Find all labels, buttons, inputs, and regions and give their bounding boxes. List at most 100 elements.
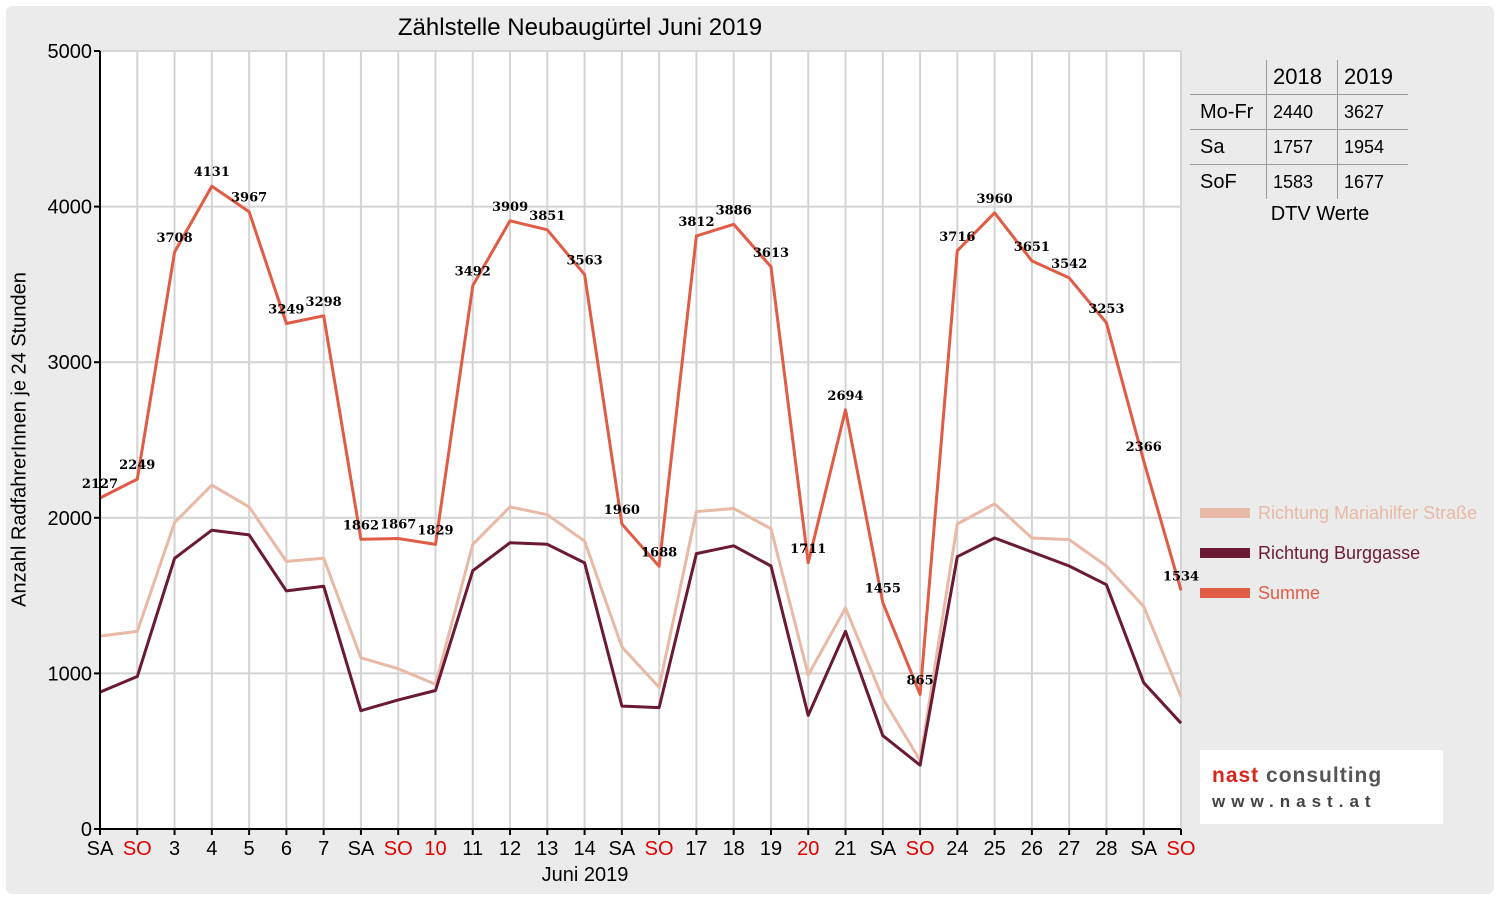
x-axis-ticks: SA SO 3 4 5 6 7 SA SO 10 11 12 13 14 SA SO 17 18 19 20 21 SA S… <box>87 829 1196 860</box>
legend-swatch <box>1200 548 1250 558</box>
x-axis-label: Juni 2019 <box>541 864 629 886</box>
x-tick-label: SA <box>869 838 896 860</box>
x-tick-label: 19 <box>760 838 782 860</box>
dtv-value-2018: 1583 <box>1266 164 1338 199</box>
data-label: 3298 <box>306 295 342 310</box>
y-tick-label: 2000 <box>48 508 93 530</box>
data-label: 2366 <box>1126 440 1162 455</box>
series-line-2 <box>99 184 1183 696</box>
data-labels: 2127224937084131396732493298186218671829… <box>82 165 1199 688</box>
x-tick-label: 7 <box>318 838 329 860</box>
dtv-value-2018: 2440 <box>1266 94 1338 130</box>
dtv-row-mofr: Mo-Fr 2440 3627 <box>1190 94 1408 130</box>
data-label: 3542 <box>1051 257 1087 272</box>
x-tick-label: 14 <box>573 838 595 860</box>
y-tick-label: 5000 <box>48 41 93 63</box>
data-label: 1867 <box>380 517 416 532</box>
x-tick-label: 11 <box>462 838 483 860</box>
dtv-row-label: SoF <box>1200 170 1237 193</box>
x-tick-label: SO <box>645 838 674 860</box>
y-axis-ticks: 0 1000 2000 3000 4000 5000 <box>48 41 100 841</box>
logo-nast: nast <box>1212 764 1260 787</box>
y-tick-label: 4000 <box>48 197 93 219</box>
legend-item-burggasse: Richtung Burggasse <box>1200 533 1477 573</box>
data-label: 3851 <box>529 209 565 224</box>
x-tick-label: 25 <box>983 838 1005 860</box>
x-tick-label: 3 <box>169 838 180 860</box>
x-tick-label: 28 <box>1095 838 1117 860</box>
nast-consulting-logo: nast consulting www.nast.at <box>1200 750 1443 824</box>
series-lines <box>99 184 1183 767</box>
dtv-caption: DTV Werte <box>1270 203 1370 225</box>
legend-swatch <box>1200 588 1250 598</box>
x-tick-label: 18 <box>723 838 745 860</box>
x-tick-label: 6 <box>281 838 292 860</box>
data-label: 1534 <box>1163 569 1199 584</box>
legend-label: Richtung Burggasse <box>1258 542 1421 563</box>
x-tick-label: 12 <box>499 838 521 860</box>
legend-label: Richtung Mariahilfer Straße <box>1258 502 1478 523</box>
data-label: 4131 <box>194 165 230 180</box>
legend-item-summe: Summe <box>1200 573 1477 613</box>
x-tick-label: 20 <box>797 838 819 860</box>
dtv-row-sa: Sa 1757 1954 <box>1190 129 1408 165</box>
dtv-year-2018: 2018 <box>1266 60 1338 95</box>
data-label: 2694 <box>827 389 863 404</box>
legend-swatch <box>1200 508 1250 518</box>
x-tick-label: 27 <box>1058 838 1080 860</box>
y-tick-label: 0 <box>81 819 92 841</box>
data-label: 1688 <box>641 545 677 560</box>
dtv-value-2019: 1954 <box>1337 129 1408 165</box>
x-tick-label: 26 <box>1021 838 1043 860</box>
data-label: 3812 <box>678 215 714 230</box>
x-tick-label: 5 <box>244 838 255 860</box>
x-tick-label: SA <box>1130 838 1157 860</box>
legend: Richtung Mariahilfer Straße Richtung Bur… <box>1200 493 1477 613</box>
dtv-year-2019: 2019 <box>1337 60 1408 95</box>
plot-area <box>100 51 1181 829</box>
dtv-row-label: Sa <box>1190 129 1267 165</box>
dtv-value-2018: 1757 <box>1266 129 1338 165</box>
dtv-value-2019: 1677 <box>1337 164 1408 199</box>
x-tick-label: 4 <box>206 838 217 860</box>
data-label: 3492 <box>455 265 491 280</box>
dtv-row-sof: SoF 1583 1677 <box>1190 164 1408 199</box>
data-label: 2249 <box>119 458 155 473</box>
data-label: 3886 <box>716 203 752 218</box>
x-tick-label: 13 <box>536 838 558 860</box>
data-label: 3651 <box>1014 240 1050 255</box>
y-tick-label: 3000 <box>48 352 93 374</box>
data-label: 3909 <box>492 200 528 215</box>
x-tick-label: SA <box>609 838 636 860</box>
x-tick-label: SA <box>348 838 375 860</box>
legend-item-mariahilfer: Richtung Mariahilfer Straße <box>1200 493 1477 533</box>
data-label: 1711 <box>790 542 826 557</box>
data-label: 1862 <box>343 518 379 533</box>
data-label: 865 <box>906 673 933 688</box>
data-label: 1455 <box>865 582 901 597</box>
chart-title: Zählstelle Neubaugürtel Juni 2019 <box>397 14 763 41</box>
logo-line-1: nast consulting <box>1212 764 1382 788</box>
dtv-row-label: Mo-Fr <box>1190 94 1267 130</box>
y-tick-label: 1000 <box>48 663 93 685</box>
dtv-corner <box>1190 60 1267 95</box>
x-tick-label: SO <box>906 838 935 860</box>
data-label: 3708 <box>156 231 192 246</box>
data-label: 3613 <box>753 246 789 261</box>
x-tick-label: SO <box>384 838 413 860</box>
data-label: 1829 <box>417 523 453 538</box>
dtv-value-2019: 3627 <box>1337 94 1408 130</box>
data-label: 3716 <box>939 230 975 245</box>
data-label: 3960 <box>977 192 1013 207</box>
series-line-1 <box>99 528 1183 767</box>
dtv-header-row: 2018 2019 <box>1190 60 1408 95</box>
x-tick-label: SO <box>1167 838 1196 860</box>
y-axis-label: Anzahl RadfahrerInnen je 24 Stunden <box>8 272 31 607</box>
x-tick-label: SA <box>87 838 114 860</box>
x-tick-label: 10 <box>424 838 446 860</box>
dtv-table: 2018 2019 Mo-Fr 2440 3627 Sa 1757 1954 S… <box>1190 60 1420 226</box>
x-tick-label: SO <box>123 838 152 860</box>
series-line-0 <box>99 483 1183 762</box>
